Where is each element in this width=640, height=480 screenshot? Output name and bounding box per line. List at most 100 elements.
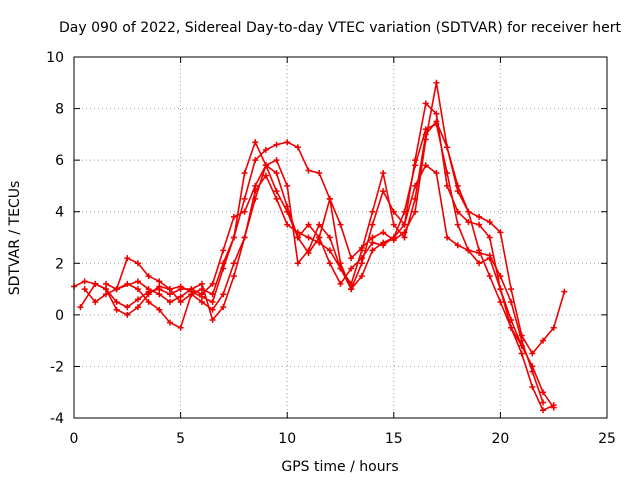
data-point bbox=[198, 293, 205, 300]
data-point bbox=[273, 195, 280, 202]
data-point bbox=[113, 306, 120, 313]
data-point bbox=[540, 337, 547, 344]
data-point bbox=[550, 404, 557, 411]
data-point bbox=[262, 146, 269, 153]
data-point bbox=[561, 288, 568, 295]
data-point bbox=[444, 234, 451, 241]
data-point bbox=[422, 131, 429, 138]
y-axis-label: SDTVAR / TECUs bbox=[7, 181, 23, 296]
data-point bbox=[81, 278, 88, 285]
data-point bbox=[209, 317, 216, 324]
data-point bbox=[422, 162, 429, 169]
data-point bbox=[92, 280, 99, 287]
data-point bbox=[284, 221, 291, 228]
data-point bbox=[177, 324, 184, 331]
data-point bbox=[230, 234, 237, 241]
data-point bbox=[497, 286, 504, 293]
data-point bbox=[220, 291, 227, 298]
data-point bbox=[465, 208, 472, 215]
data-point bbox=[518, 342, 525, 349]
data-point bbox=[326, 247, 333, 254]
data-point bbox=[220, 304, 227, 311]
data-point bbox=[305, 247, 312, 254]
series-line bbox=[105, 82, 566, 355]
data-point bbox=[305, 234, 312, 241]
data-point bbox=[444, 182, 451, 189]
y-tick-label: 10 bbox=[46, 50, 64, 66]
data-point bbox=[273, 170, 280, 177]
data-point bbox=[220, 247, 227, 254]
data-point bbox=[252, 182, 259, 189]
data-point bbox=[508, 298, 515, 305]
data-point bbox=[230, 273, 237, 280]
data-point bbox=[134, 278, 141, 285]
data-point bbox=[486, 255, 493, 262]
data-point bbox=[166, 291, 173, 298]
data-point bbox=[390, 237, 397, 244]
data-point bbox=[433, 110, 440, 117]
data-point bbox=[476, 221, 483, 228]
data-point bbox=[316, 234, 323, 241]
data-point bbox=[444, 144, 451, 151]
data-point bbox=[540, 407, 547, 414]
data-point bbox=[134, 296, 141, 303]
data-point bbox=[273, 141, 280, 148]
data-point bbox=[348, 280, 355, 287]
data-point bbox=[252, 157, 259, 164]
data-point bbox=[156, 283, 163, 290]
data-point bbox=[241, 234, 248, 241]
data-point bbox=[166, 319, 173, 326]
data-point bbox=[390, 221, 397, 228]
data-point bbox=[369, 208, 376, 215]
data-point bbox=[294, 260, 301, 267]
data-point bbox=[166, 298, 173, 305]
data-point bbox=[454, 242, 461, 249]
data-point bbox=[92, 298, 99, 305]
y-tick-label: -2 bbox=[50, 359, 64, 375]
y-tick-label: 0 bbox=[55, 308, 64, 324]
data-point bbox=[529, 384, 536, 391]
data-point bbox=[518, 332, 525, 339]
data-point bbox=[77, 304, 84, 311]
data-point bbox=[198, 280, 205, 287]
x-tick-label: 25 bbox=[598, 431, 616, 447]
data-point bbox=[540, 389, 547, 396]
data-point bbox=[273, 188, 280, 195]
data-point bbox=[134, 260, 141, 267]
data-point bbox=[316, 170, 323, 177]
data-point bbox=[454, 221, 461, 228]
series-line bbox=[115, 120, 523, 347]
y-tick-label: 6 bbox=[55, 153, 64, 169]
data-point bbox=[294, 144, 301, 151]
data-point bbox=[316, 221, 323, 228]
series-4 bbox=[102, 79, 568, 357]
data-series bbox=[71, 79, 568, 414]
data-point bbox=[156, 278, 163, 285]
data-point bbox=[476, 213, 483, 220]
x-tick-label: 10 bbox=[278, 431, 296, 447]
data-point bbox=[380, 170, 387, 177]
data-point bbox=[156, 306, 163, 313]
data-point bbox=[220, 265, 227, 272]
chart-title: Day 090 of 2022, Sidereal Day-to-day VTE… bbox=[59, 20, 621, 36]
data-point bbox=[326, 234, 333, 241]
series-2 bbox=[81, 100, 557, 414]
data-point bbox=[102, 286, 109, 293]
data-point bbox=[369, 239, 376, 246]
axis-ticks: 0 5 10 15 20 25 -4 -2 0 2 4 6 8 10 bbox=[46, 50, 616, 447]
data-point bbox=[422, 100, 429, 107]
data-point bbox=[209, 306, 216, 313]
data-point bbox=[465, 219, 472, 226]
data-point bbox=[102, 280, 109, 287]
data-point bbox=[241, 208, 248, 215]
data-point bbox=[134, 304, 141, 311]
data-point bbox=[252, 195, 259, 202]
data-point bbox=[262, 162, 269, 169]
data-point bbox=[412, 208, 419, 215]
x-tick-label: 0 bbox=[70, 431, 79, 447]
data-point bbox=[134, 286, 141, 293]
data-point bbox=[294, 234, 301, 241]
data-point bbox=[113, 286, 120, 293]
data-point bbox=[476, 247, 483, 254]
